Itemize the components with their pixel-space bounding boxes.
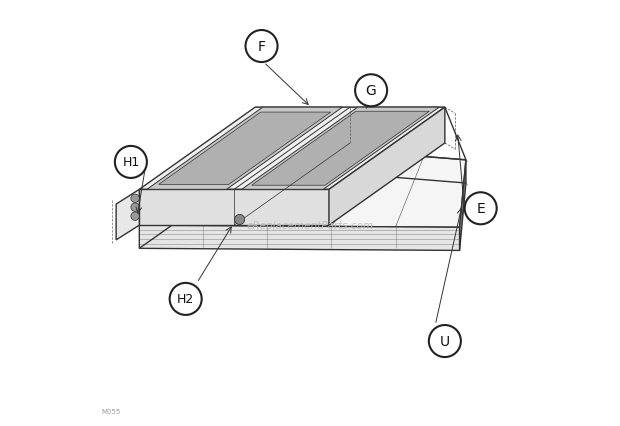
Circle shape [355,75,387,107]
Polygon shape [147,108,342,190]
Text: E: E [476,202,485,216]
Text: M055: M055 [102,408,121,414]
Circle shape [246,31,278,63]
Polygon shape [242,108,439,190]
Polygon shape [140,190,329,226]
Text: eReplacementParts.com: eReplacementParts.com [246,221,374,230]
Text: G: G [366,84,376,98]
Circle shape [234,215,245,225]
Polygon shape [140,144,466,228]
Circle shape [131,213,140,221]
Circle shape [464,193,497,225]
Circle shape [131,204,140,212]
Polygon shape [159,113,330,185]
Text: H1: H1 [122,156,140,169]
Polygon shape [140,226,459,251]
Polygon shape [329,108,445,226]
Circle shape [115,147,147,178]
Polygon shape [459,161,466,251]
Text: U: U [440,334,450,348]
Circle shape [429,325,461,357]
Polygon shape [140,108,445,190]
Text: H2: H2 [177,293,194,306]
Text: F: F [257,40,265,54]
Circle shape [170,283,202,315]
Polygon shape [252,112,429,186]
Polygon shape [116,190,140,240]
Circle shape [131,195,140,203]
